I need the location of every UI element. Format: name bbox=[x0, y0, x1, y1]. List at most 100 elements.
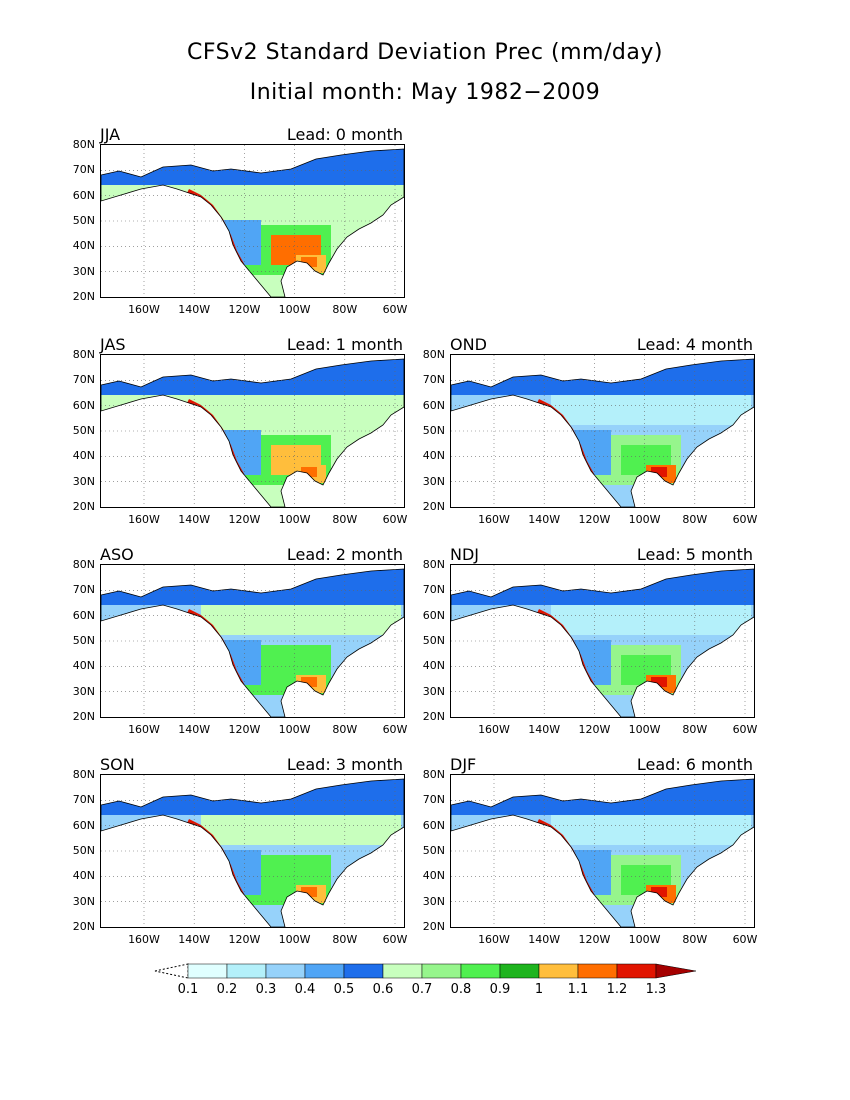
lon-tick-label: 60W bbox=[732, 723, 758, 736]
lat-tick-label: 40N bbox=[422, 869, 445, 883]
colorbar: 0.1 0.2 0.3 0.4 0.5 0.6 0.7 0.8 0.9 1 1.1 1.2 1.3 bbox=[150, 962, 710, 1002]
lat-tick-label: 30N bbox=[72, 264, 95, 278]
lon-tick-label: 160W bbox=[478, 513, 510, 526]
colorbar-high-arrow bbox=[655, 963, 697, 979]
lon-tick-label: 120W bbox=[578, 723, 611, 736]
lat-tick-label: 70N bbox=[72, 163, 95, 177]
colorbar-tick-label: 1.2 bbox=[606, 982, 628, 997]
map-frame: 80N 70N 60N 50N 40N 30N 20N 160W 140W 120W 100W 80W… bbox=[423, 768, 758, 946]
lon-tick-label: 140W bbox=[528, 513, 561, 526]
lon-tick-label: 160W bbox=[128, 723, 160, 736]
season-label: NDJ bbox=[450, 545, 480, 564]
lat-tick-label: 50N bbox=[422, 633, 445, 647]
lon-tick-label: 160W bbox=[128, 303, 160, 316]
colorbar-tick-label: 0.3 bbox=[255, 982, 277, 997]
colorbar-swatch bbox=[577, 963, 618, 979]
lat-tick-label: 60N bbox=[72, 398, 95, 412]
colorbar-swatch bbox=[226, 963, 267, 979]
season-label: OND bbox=[450, 335, 487, 354]
lead-label: Lead: 2 month bbox=[286, 545, 403, 564]
lat-tick-label: 80N bbox=[72, 768, 95, 781]
lon-tick-label: 80W bbox=[332, 513, 358, 526]
lon-tick-label: 160W bbox=[128, 513, 160, 526]
lon-tick-label: 80W bbox=[332, 933, 358, 946]
lat-tick-label: 20N bbox=[72, 289, 95, 303]
colorbar-swatch bbox=[343, 963, 384, 979]
lon-tick-label: 120W bbox=[578, 513, 611, 526]
precip-map bbox=[100, 145, 405, 298]
lat-tick-label: 50N bbox=[422, 843, 445, 857]
lat-tick-label: 30N bbox=[72, 684, 95, 698]
lat-tick-label: 20N bbox=[422, 499, 445, 513]
lat-tick-label: 30N bbox=[72, 474, 95, 488]
colorbar-tick-label: 0.4 bbox=[294, 982, 316, 997]
lat-tick-label: 40N bbox=[72, 869, 95, 883]
lat-tick-label: 40N bbox=[72, 449, 95, 463]
season-label: ASO bbox=[100, 545, 134, 564]
lat-tick-label: 50N bbox=[72, 213, 95, 227]
map-panel-jja: JJA Lead: 0 month 80N 70N 60N 50N 40N 30N 20N 160… bbox=[73, 125, 456, 336]
colorbar-tick-label: 0.5 bbox=[333, 982, 355, 997]
lat-tick-label: 30N bbox=[422, 474, 445, 488]
colorbar-tick-label: 0.8 bbox=[450, 982, 472, 997]
season-label: JAS bbox=[100, 335, 126, 354]
map-panel-jas: JAS Lead: 1 month 80N 70N 60N 50N 40N 30N 20N 160… bbox=[73, 335, 456, 546]
lon-tick-label: 100W bbox=[628, 723, 661, 736]
precip-map bbox=[450, 355, 755, 508]
lon-tick-label: 100W bbox=[628, 513, 661, 526]
lat-tick-label: 50N bbox=[422, 423, 445, 437]
lat-tick-label: 70N bbox=[72, 583, 95, 597]
lat-tick-label: 40N bbox=[422, 449, 445, 463]
lon-tick-label: 100W bbox=[278, 513, 311, 526]
precip-map bbox=[450, 775, 755, 928]
colorbar-swatch bbox=[538, 963, 579, 979]
lat-tick-label: 70N bbox=[422, 373, 445, 387]
lat-tick-label: 60N bbox=[72, 188, 95, 202]
lat-tick-label: 70N bbox=[72, 793, 95, 807]
colorbar-tick-label: 0.1 bbox=[177, 982, 199, 997]
lead-label: Lead: 5 month bbox=[636, 545, 753, 564]
lat-tick-label: 50N bbox=[72, 843, 95, 857]
map-frame: 80N 70N 60N 50N 40N 30N 20N 160W 140W 120W 100W 80W… bbox=[73, 558, 408, 736]
lon-tick-label: 60W bbox=[732, 513, 758, 526]
map-frame: 80N 70N 60N 50N 40N 30N 20N 160W 140W 120W 100W 80W… bbox=[423, 348, 758, 526]
lat-tick-label: 30N bbox=[422, 684, 445, 698]
lat-tick-label: 50N bbox=[72, 423, 95, 437]
lead-label: Lead: 4 month bbox=[636, 335, 753, 354]
lat-tick-label: 20N bbox=[422, 919, 445, 933]
lon-tick-label: 120W bbox=[578, 933, 611, 946]
lat-tick-label: 30N bbox=[72, 894, 95, 908]
lon-tick-label: 60W bbox=[382, 933, 408, 946]
precip-map bbox=[100, 775, 405, 928]
lon-tick-label: 80W bbox=[682, 933, 708, 946]
lead-label: Lead: 0 month bbox=[286, 125, 403, 144]
lon-tick-label: 140W bbox=[178, 303, 211, 316]
lead-label: Lead: 3 month bbox=[286, 755, 403, 774]
lat-tick-label: 60N bbox=[422, 818, 445, 832]
lat-tick-label: 80N bbox=[422, 348, 445, 361]
lon-tick-label: 140W bbox=[178, 513, 211, 526]
lon-tick-label: 60W bbox=[382, 303, 408, 316]
lon-tick-label: 60W bbox=[382, 513, 408, 526]
lon-tick-label: 140W bbox=[178, 723, 211, 736]
lat-tick-label: 70N bbox=[422, 793, 445, 807]
colorbar-swatch bbox=[265, 963, 306, 979]
lon-tick-label: 120W bbox=[228, 933, 261, 946]
colorbar-tick-label: 1 bbox=[534, 982, 544, 997]
lon-tick-label: 160W bbox=[478, 723, 510, 736]
lon-tick-label: 160W bbox=[128, 933, 160, 946]
lon-tick-label: 80W bbox=[332, 723, 358, 736]
lat-tick-label: 20N bbox=[72, 709, 95, 723]
season-label: JJA bbox=[100, 125, 121, 144]
lon-tick-label: 100W bbox=[278, 723, 311, 736]
lon-tick-label: 80W bbox=[682, 513, 708, 526]
lat-tick-label: 20N bbox=[72, 499, 95, 513]
lon-tick-label: 100W bbox=[628, 933, 661, 946]
colorbar-tick-label: 0.6 bbox=[372, 982, 394, 997]
colorbar-tick-label: 1.3 bbox=[645, 982, 667, 997]
lon-tick-label: 60W bbox=[732, 933, 758, 946]
colorbar-swatch bbox=[421, 963, 462, 979]
colorbar-swatch bbox=[460, 963, 501, 979]
precip-map bbox=[450, 565, 755, 718]
figure-subtitle: Initial month: May 1982−2009 bbox=[249, 80, 601, 105]
